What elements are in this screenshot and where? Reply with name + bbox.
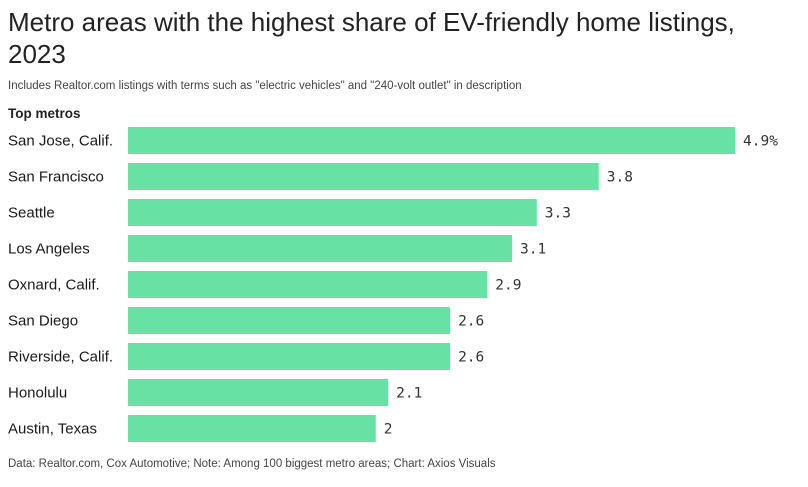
category-label: San Francisco xyxy=(8,169,104,186)
chart-title: Metro areas with the highest share of EV… xyxy=(8,7,735,69)
bar xyxy=(128,415,376,442)
bar xyxy=(128,235,513,262)
category-label: Oxnard, Calif. xyxy=(8,277,100,294)
category-label: San Jose, Calif. xyxy=(8,133,113,150)
bar xyxy=(128,163,599,190)
value-label: 2.1 xyxy=(396,386,422,402)
category-label: Seattle xyxy=(8,205,55,222)
bar xyxy=(128,271,488,298)
value-label: 2.6 xyxy=(458,350,484,366)
value-label: 3.8 xyxy=(607,170,633,186)
value-label: 3.3 xyxy=(545,206,571,222)
bar xyxy=(128,379,389,406)
category-label: Riverside, Calif. xyxy=(8,349,113,366)
bar xyxy=(128,127,735,154)
bar xyxy=(128,307,451,334)
category-label: San Diego xyxy=(8,313,78,330)
value-label: 4.9% xyxy=(743,134,778,150)
category-label: Honolulu xyxy=(8,385,67,402)
value-label: 2.6 xyxy=(458,314,484,330)
category-label: Austin, Texas xyxy=(8,421,97,438)
value-label: 3.1 xyxy=(520,242,546,258)
chart-footer: Data: Realtor.com, Cox Automotive; Note:… xyxy=(8,458,496,470)
chart-subtitle: Includes Realtor.com listings with terms… xyxy=(8,80,522,92)
column-header: Top metros xyxy=(8,106,81,121)
category-label: Los Angeles xyxy=(8,241,90,258)
value-label: 2 xyxy=(384,422,393,438)
bar xyxy=(128,199,537,226)
value-label: 2.9 xyxy=(495,278,521,294)
bar xyxy=(128,343,451,370)
